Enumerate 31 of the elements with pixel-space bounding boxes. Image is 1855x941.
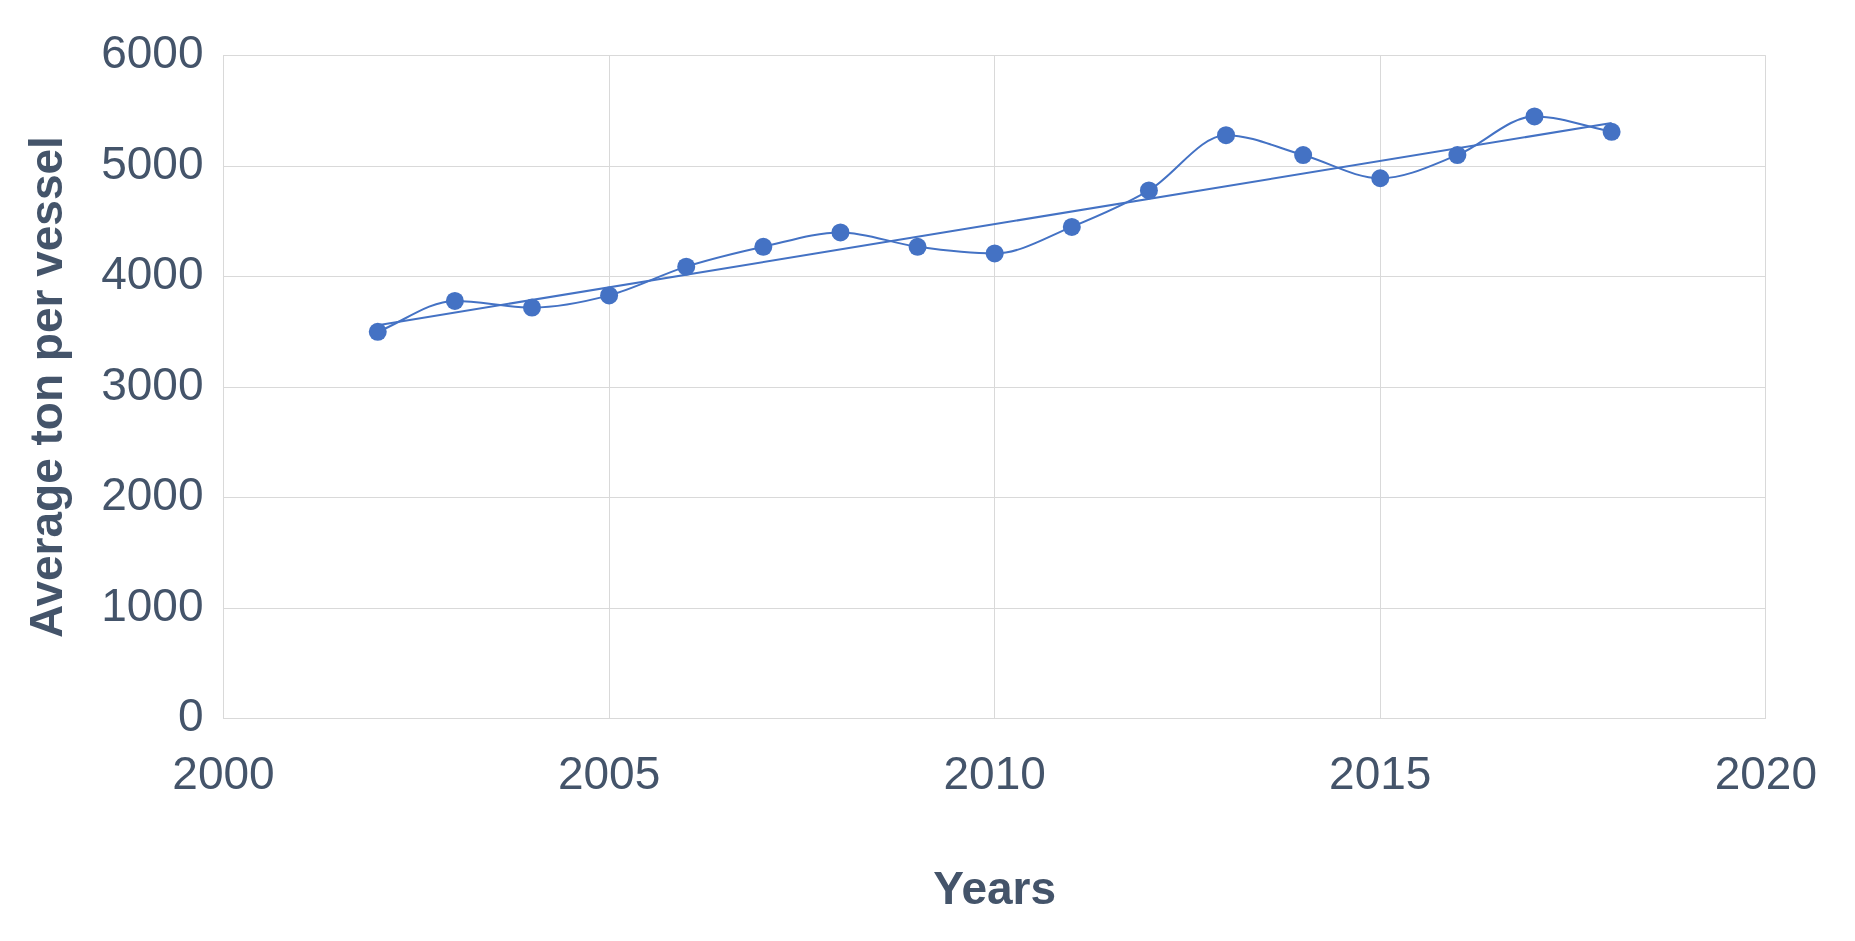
x-tick-label: 2015: [1329, 746, 1432, 799]
point: [831, 223, 850, 242]
point: [908, 237, 927, 256]
y-tick-label: 0: [177, 689, 204, 742]
x-axis-title: Years: [933, 862, 1057, 915]
point: [1602, 122, 1621, 141]
point: [1371, 169, 1390, 188]
y-axis-title: Average ton per vessel: [20, 136, 73, 639]
y-tick-label: 6000: [101, 26, 204, 79]
point: [1062, 217, 1081, 236]
point: [1448, 146, 1467, 165]
point: [1525, 107, 1544, 126]
x-tick-label: 2020: [1714, 746, 1818, 799]
x-tick-label: 2010: [943, 746, 1046, 799]
y-tick-label: 5000: [101, 136, 204, 189]
point: [1217, 126, 1236, 145]
point: [445, 291, 464, 310]
point: [600, 286, 619, 305]
point: [1139, 181, 1158, 200]
point: [522, 298, 541, 317]
point: [1294, 146, 1313, 165]
y-tick-label: 1000: [101, 578, 204, 631]
point: [368, 322, 387, 341]
point: [754, 237, 773, 256]
point: [677, 257, 696, 276]
point: [985, 244, 1004, 263]
y-tick-label: 3000: [101, 357, 204, 410]
x-tick-label: 2000: [172, 746, 275, 799]
y-tick-label: 2000: [101, 468, 204, 521]
y-tick-label: 4000: [101, 247, 204, 300]
x-tick-label: 2005: [557, 746, 661, 799]
